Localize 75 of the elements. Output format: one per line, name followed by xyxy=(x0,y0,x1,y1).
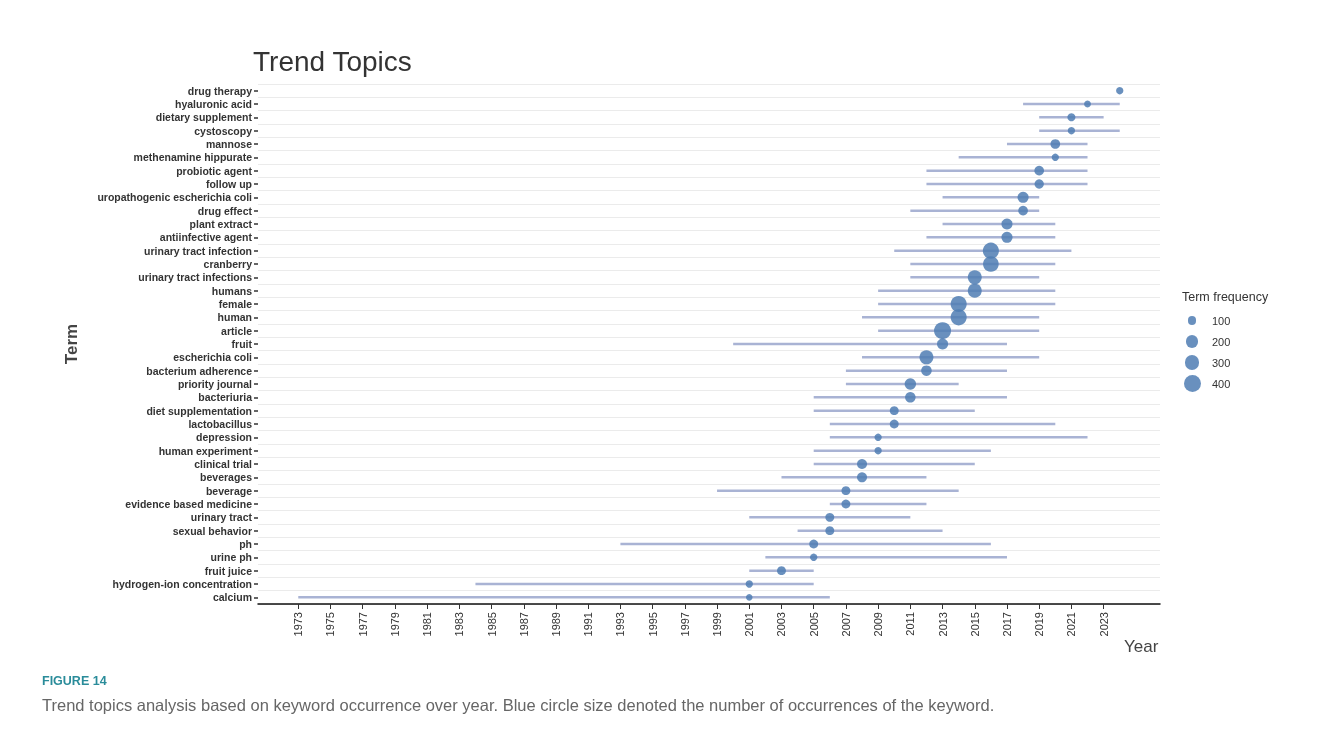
y-tick-label: escherichia coli xyxy=(173,351,253,364)
legend-label: 200 xyxy=(1212,335,1231,348)
y-tick-label: follow up xyxy=(205,178,252,190)
y-tick-label: uropathogenic escherichia coli xyxy=(97,191,253,204)
x-tick-label: 2003 xyxy=(775,612,788,637)
x-tick-label: 2009 xyxy=(872,612,885,637)
y-tick-label: urinary tract infection xyxy=(144,244,252,257)
x-tick-label: 1997 xyxy=(678,612,691,637)
y-tick-label: female xyxy=(218,298,253,310)
x-tick-label: 1989 xyxy=(549,612,562,637)
y-tick-label: fruit xyxy=(231,338,253,350)
y-tick-label: hydrogen-ion concentration xyxy=(112,578,252,590)
x-tick-label: 2017 xyxy=(1000,612,1013,637)
x-tick-label: 2013 xyxy=(936,612,949,637)
legend-title: Term frequency xyxy=(1182,290,1269,304)
y-tick-label: drug therapy xyxy=(187,84,253,97)
x-tick-label: 1995 xyxy=(646,612,659,637)
y-tick-label: human xyxy=(217,311,252,324)
x-tick-label: 1991 xyxy=(582,612,595,637)
y-tick-label: dietary supplement xyxy=(155,111,253,124)
y-tick-label: human experiment xyxy=(158,444,253,457)
y-tick-label: article xyxy=(221,324,253,337)
x-tick-label: 1973 xyxy=(292,612,305,637)
y-tick-label: cystoscopy xyxy=(194,124,253,137)
y-tick-label: humans xyxy=(211,284,253,297)
y-tick-label: fruit juice xyxy=(204,564,253,577)
x-tick-label: 1981 xyxy=(421,612,434,637)
x-tick-label: 1987 xyxy=(517,612,530,637)
caption: FIGURE 14 xyxy=(42,674,108,688)
y-tick-label: urinary tract xyxy=(190,511,253,524)
x-tick-label: 1975 xyxy=(324,612,337,637)
y-tick-label: beverages xyxy=(200,471,253,484)
y-tick-label: sexual behavior xyxy=(172,524,252,537)
y-tick-label: calcium xyxy=(212,591,252,604)
y-tick-label: bacteriuria xyxy=(198,391,253,404)
x-axis-title: Year xyxy=(1124,637,1159,656)
x-tick-label: 1993 xyxy=(614,612,627,637)
y-tick-label: evidence based medicine xyxy=(125,498,253,510)
legend-label: 400 xyxy=(1212,377,1231,390)
y-tick-label: methenamine hippurate xyxy=(133,151,253,164)
y-tick-label: depression xyxy=(195,431,252,444)
y-tick-label: probiotic agent xyxy=(176,164,253,177)
y-tick-label: clinical trial xyxy=(194,458,253,470)
x-tick-label: 2015 xyxy=(968,612,981,637)
y-tick-label: beverage xyxy=(205,484,253,497)
y-tick-label: drug effect xyxy=(197,204,253,217)
x-tick-label: 2007 xyxy=(839,612,852,637)
y-tick-label: diet supplementation xyxy=(146,404,252,417)
x-tick-label: 2011 xyxy=(904,612,917,636)
x-tick-label: 1979 xyxy=(388,612,401,637)
x-tick-label: 2005 xyxy=(807,612,820,637)
x-tick-label: 1999 xyxy=(711,612,724,637)
y-tick-label: ph xyxy=(239,538,252,550)
y-tick-label: lactobacillus xyxy=(188,418,253,430)
y-tick-label: hyaluronic acid xyxy=(174,98,252,110)
y-axis-title: Term xyxy=(62,323,81,365)
x-tick-label: 1977 xyxy=(356,612,369,637)
y-tick-label: urine ph xyxy=(210,551,252,564)
y-tick-label: urinary tract infections xyxy=(138,271,253,284)
y-tick-label: cranberry xyxy=(203,258,253,270)
y-tick-label: priority journal xyxy=(177,378,253,390)
x-tick-label: 2021 xyxy=(1065,612,1078,637)
x-tick-label: 2023 xyxy=(1097,612,1110,637)
legend-label: 300 xyxy=(1212,356,1231,369)
y-tick-label: plant extract xyxy=(189,218,253,230)
x-tick-label: 2001 xyxy=(743,612,756,637)
y-tick-label: antiinfective agent xyxy=(159,231,253,244)
x-tick-label: 1983 xyxy=(453,612,466,637)
y-tick-label: mannose xyxy=(205,138,253,150)
chart-title: Trend Topics xyxy=(253,45,412,77)
y-tick-label: bacterium adherence xyxy=(146,364,253,377)
x-tick-label: 2019 xyxy=(1033,612,1046,637)
text: Trend topics analysis based on keyword occurrence over year. Blue circle size denoted the number of occurrences of the keyword. xyxy=(42,696,996,715)
legend-label: 100 xyxy=(1212,314,1231,327)
x-tick-label: 1985 xyxy=(485,612,498,637)
